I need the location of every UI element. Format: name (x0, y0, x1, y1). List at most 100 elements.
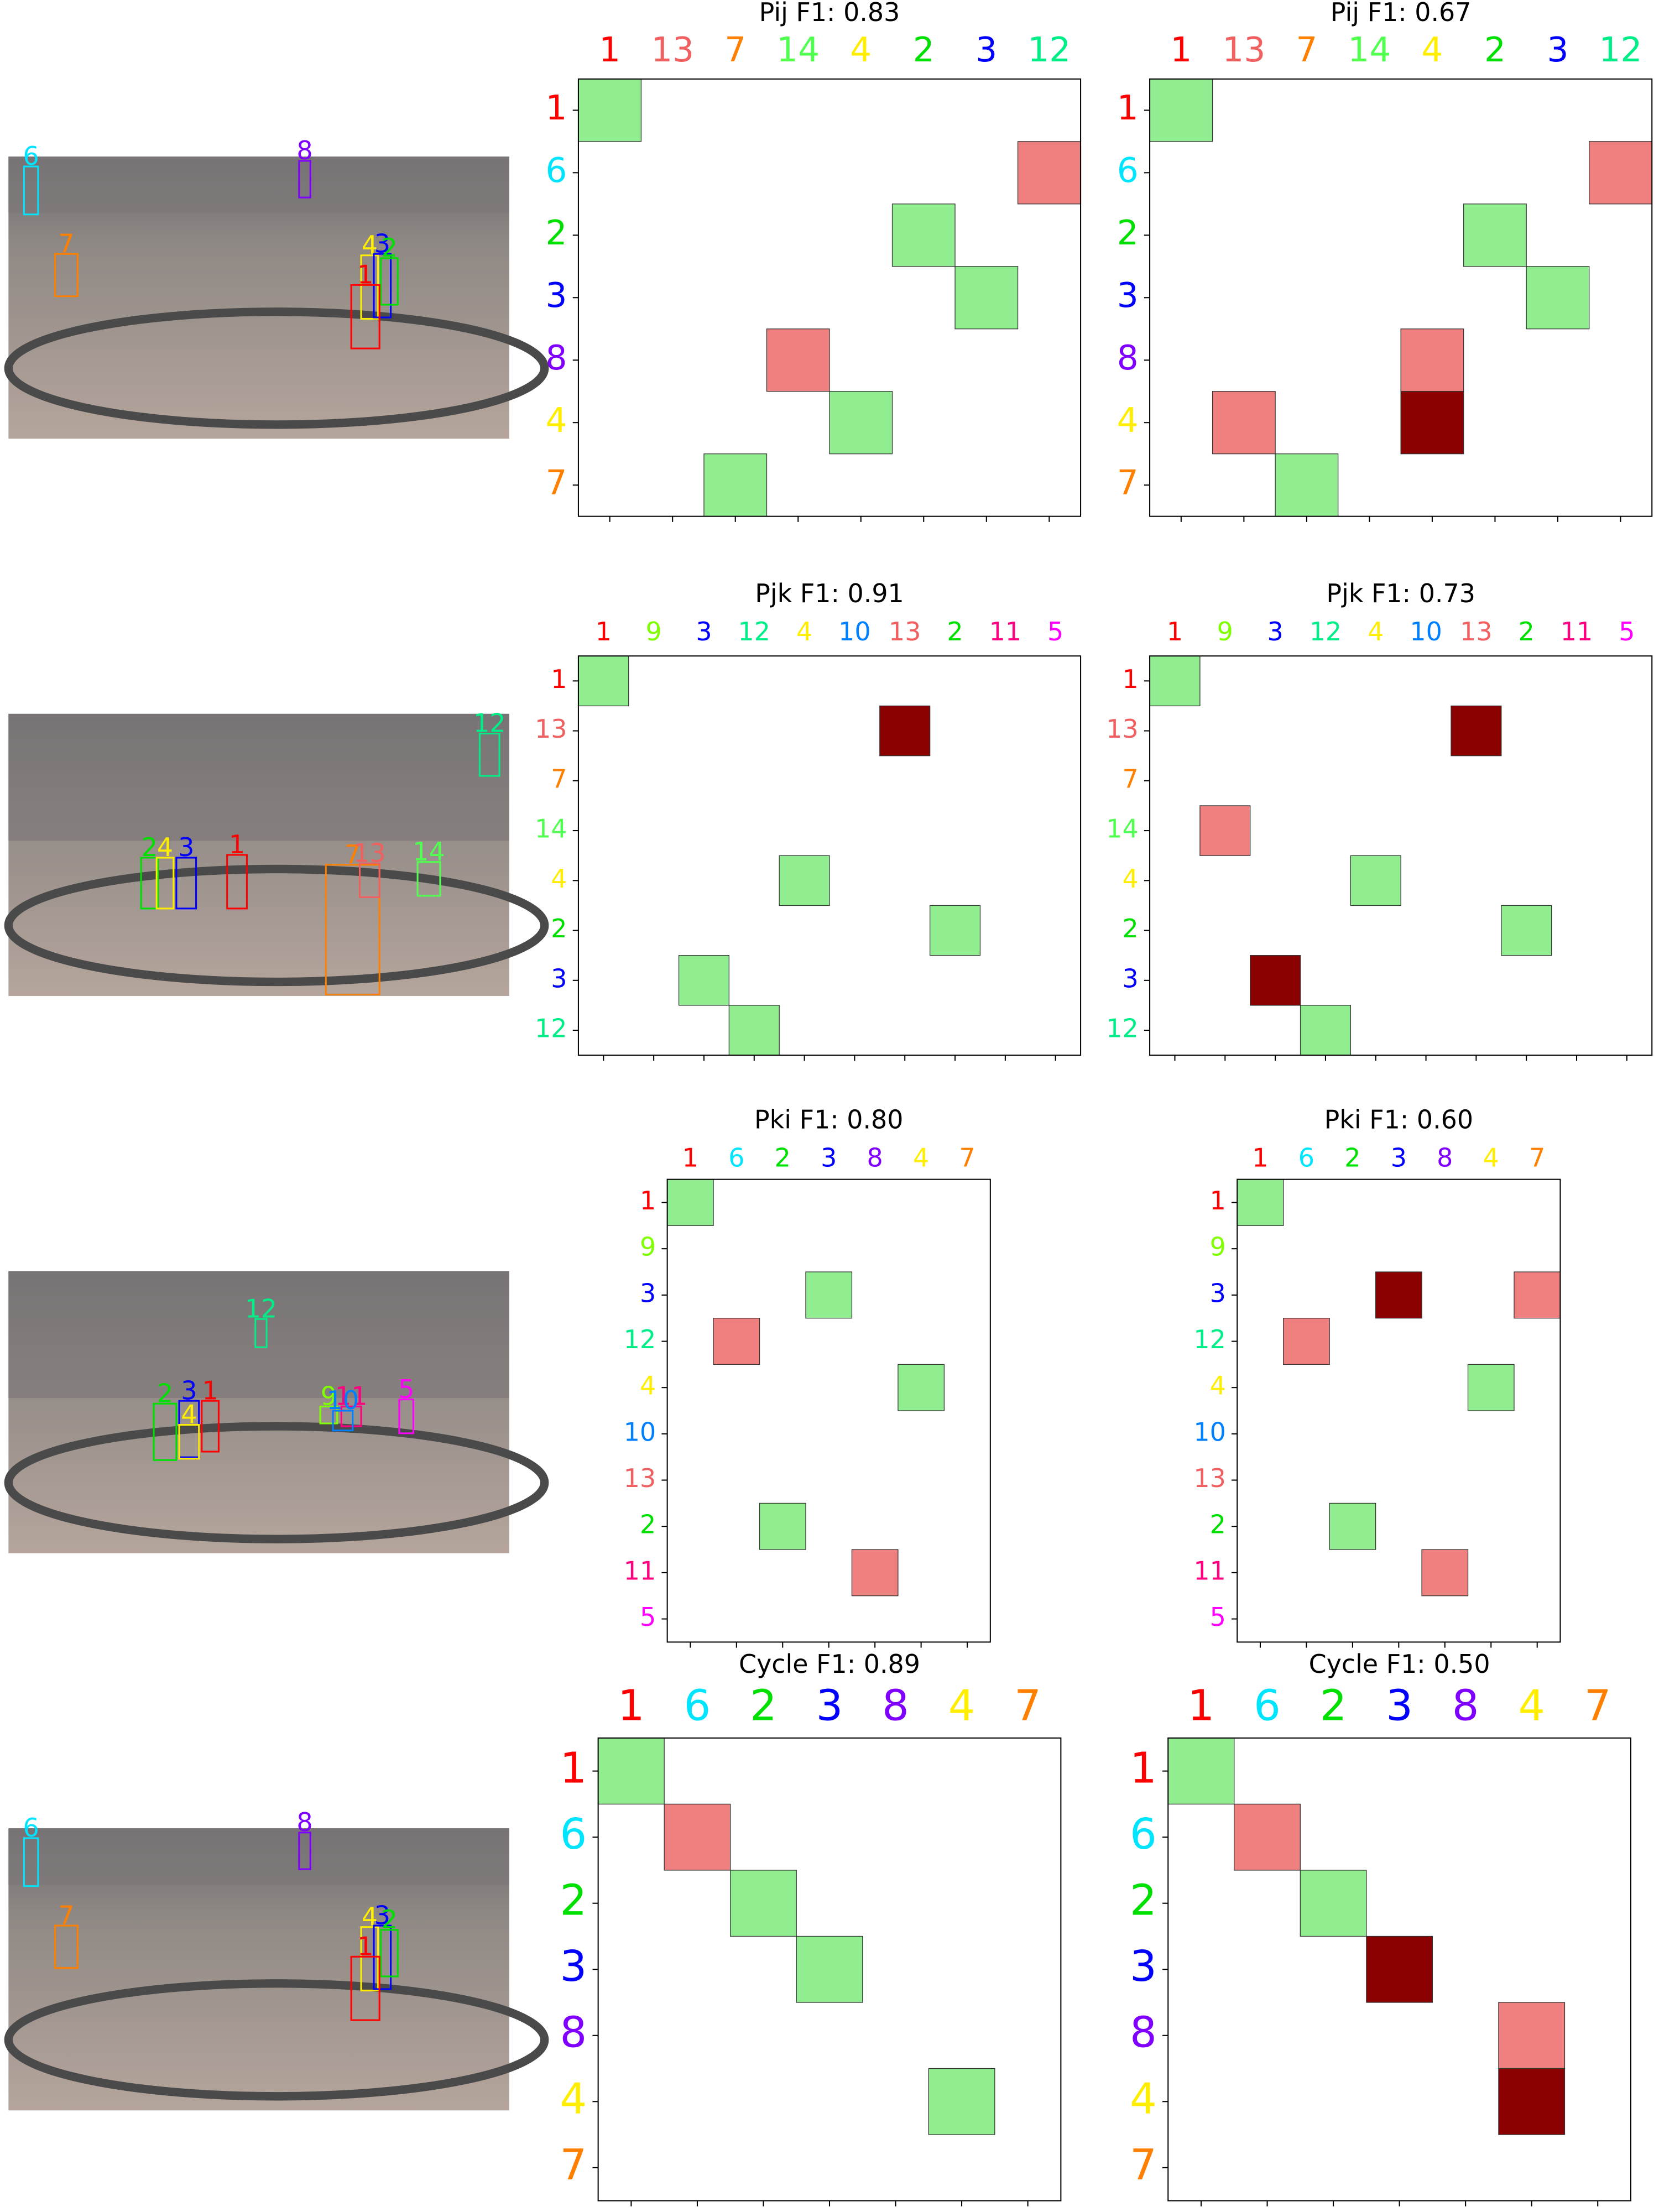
column-label: 4 (913, 1142, 929, 1172)
row-label: 4 (640, 1371, 656, 1401)
match-cell (898, 1364, 945, 1411)
row-label: 11 (1193, 1556, 1225, 1585)
match-cell (678, 955, 730, 1006)
row-label: 2 (1117, 213, 1139, 253)
person-box (153, 1402, 178, 1461)
person-id: 2 (381, 233, 397, 263)
row-label: 6 (1117, 151, 1139, 190)
person-id: 4 (362, 1902, 378, 1932)
row-label: 2 (551, 914, 567, 943)
column-label: 11 (1561, 617, 1593, 646)
match-cell (929, 905, 981, 956)
match-cell (713, 1318, 760, 1365)
person-box (350, 284, 380, 349)
person-id: 12 (473, 708, 505, 738)
match-cell (1149, 655, 1201, 707)
match-cell (1275, 453, 1339, 517)
row-label: 9 (1210, 1232, 1226, 1262)
column-label: 2 (750, 1681, 777, 1730)
person-id: 7 (58, 228, 74, 258)
match-cell (1526, 266, 1590, 330)
column-label: 1 (1252, 1142, 1268, 1172)
row-label: 14 (535, 814, 567, 844)
match-cell (851, 1549, 899, 1597)
match-cell (1400, 391, 1464, 455)
row-label: 3 (551, 963, 567, 993)
column-label: 4 (1483, 1142, 1499, 1172)
row-label: 2 (546, 213, 567, 253)
match-cell (578, 655, 629, 707)
row-label: 2 (1130, 1876, 1157, 1926)
person-id: 11 (335, 1381, 367, 1411)
person-id: 1 (357, 1931, 373, 1961)
row-label: 13 (535, 714, 567, 744)
column-label: 6 (728, 1142, 744, 1172)
chart-title: Cycle F1: 0.50 (1309, 1649, 1490, 1679)
column-label: 2 (1320, 1681, 1347, 1730)
column-label: 2 (947, 617, 963, 646)
person-id: 13 (353, 838, 385, 868)
column-label: 9 (646, 617, 662, 646)
row-label: 8 (546, 338, 567, 378)
row-label: 4 (560, 2074, 587, 2124)
person-box (23, 165, 39, 216)
row-label: 3 (1210, 1278, 1226, 1308)
column-label: 1 (618, 1681, 645, 1730)
person-box (201, 1400, 220, 1453)
person-box (54, 253, 79, 298)
match-cell (1199, 805, 1251, 856)
column-label: 5 (1047, 617, 1063, 646)
person-box (360, 254, 379, 320)
match-cell (1451, 705, 1502, 757)
person-box (380, 257, 399, 306)
row-label: 5 (1210, 1602, 1226, 1632)
person-id: 2 (142, 832, 158, 862)
person-box (226, 854, 248, 910)
person-id: 3 (374, 1900, 390, 1930)
match-cell (1375, 1271, 1422, 1319)
column-label: 11 (989, 617, 1021, 646)
match-cell (597, 1738, 665, 1805)
row-label: 12 (1106, 1014, 1138, 1044)
match-cell (779, 855, 830, 906)
column-label: 4 (1518, 1681, 1545, 1730)
row-label: 7 (1117, 463, 1139, 503)
column-label: 1 (1188, 1681, 1215, 1730)
row-label: 6 (546, 151, 567, 190)
column-label: 1 (1170, 30, 1192, 70)
match-cell (1329, 1503, 1376, 1550)
row-label: 12 (624, 1324, 656, 1354)
match-cell (879, 705, 931, 757)
column-label: 7 (959, 1142, 975, 1172)
match-cell (829, 391, 893, 455)
column-label: 8 (867, 1142, 883, 1172)
column-label: 3 (1547, 30, 1568, 70)
person-id: 1 (357, 259, 373, 289)
row-label: 5 (640, 1602, 656, 1632)
person-id: 7 (345, 839, 361, 869)
match-cell (1149, 79, 1213, 142)
plot-frame (1149, 655, 1653, 1056)
row-label: 10 (624, 1417, 656, 1447)
column-label: 7 (1014, 1681, 1041, 1730)
plot-frame (577, 78, 1082, 517)
row-label: 8 (560, 2008, 587, 2058)
column-label: 2 (1519, 617, 1535, 646)
column-label: 14 (776, 30, 820, 70)
row-label: 6 (1130, 1810, 1157, 1859)
person-id: 12 (245, 1293, 277, 1323)
row-label: 10 (1193, 1417, 1225, 1447)
person-id: 6 (23, 1813, 39, 1843)
match-cell (1250, 955, 1301, 1006)
row-label: 7 (551, 764, 567, 794)
photo-building (8, 1271, 509, 1399)
row-label: 4 (1130, 2074, 1157, 2124)
person-box (23, 1837, 39, 1887)
person-box (298, 1832, 311, 1870)
chart-title: Cycle F1: 0.89 (739, 1649, 920, 1679)
column-label: 1 (1167, 617, 1183, 646)
row-label: 14 (1106, 814, 1138, 844)
match-cell (805, 1271, 853, 1319)
person-id: 3 (181, 1375, 197, 1405)
match-cell (1167, 1738, 1235, 1805)
